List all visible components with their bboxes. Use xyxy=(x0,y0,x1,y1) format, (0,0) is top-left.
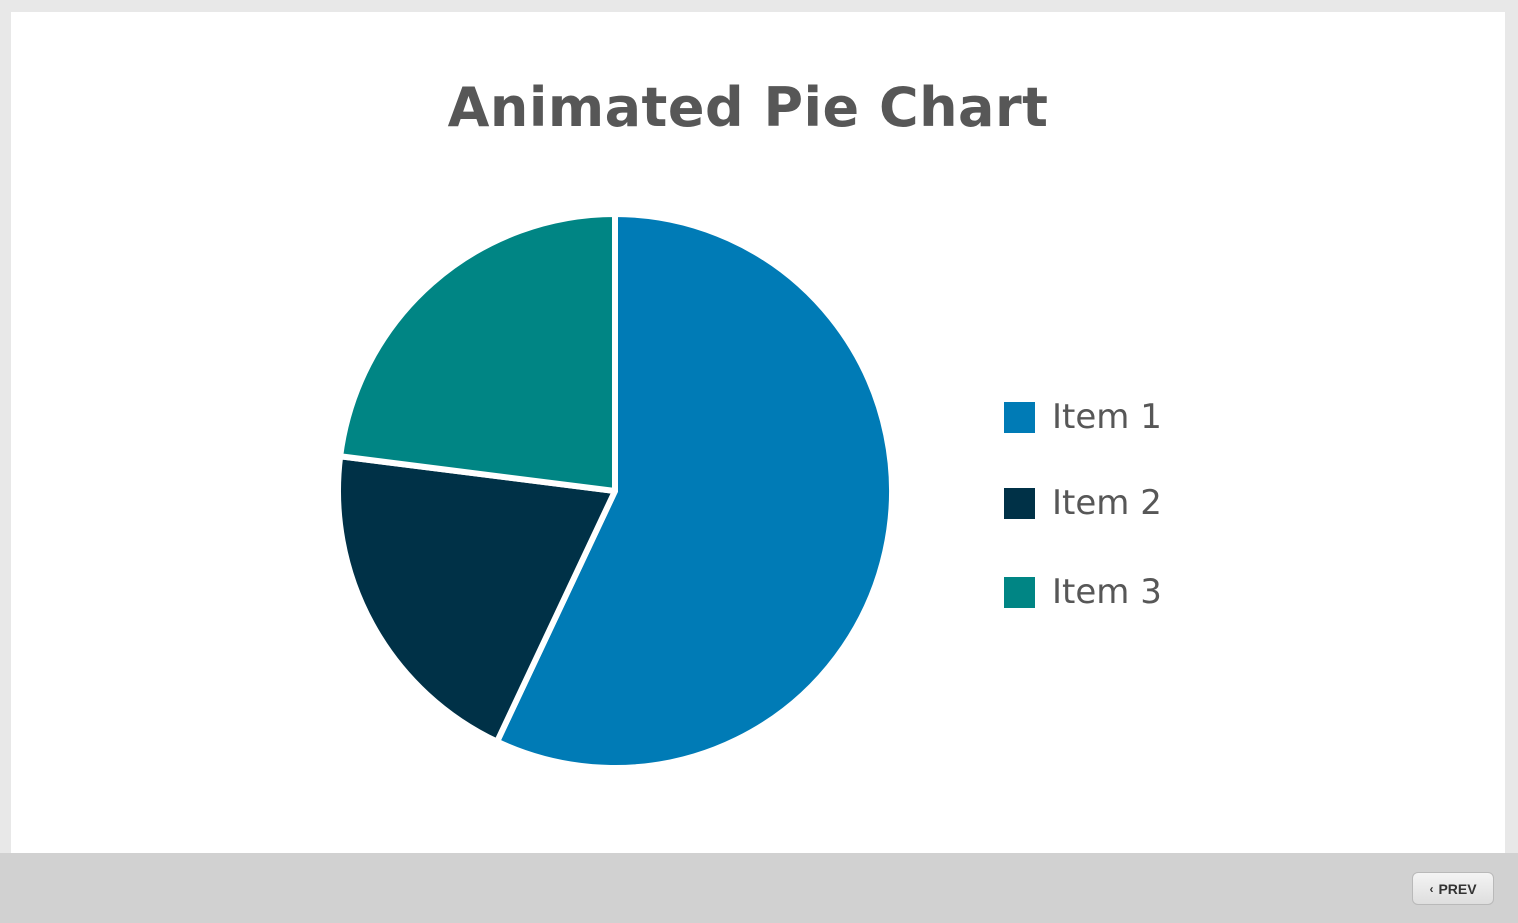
legend-item-2: Item 2 xyxy=(1004,483,1162,523)
legend-label-3: Item 3 xyxy=(1052,572,1162,612)
legend-swatch-1 xyxy=(1004,401,1035,433)
prev-button-label: PREV xyxy=(1438,880,1477,897)
legend-item-1: Item 1 xyxy=(1004,397,1162,437)
legend-swatch-2 xyxy=(1004,487,1035,519)
pie-chart xyxy=(335,211,895,771)
slide-canvas: Item 1 Item 2 Item 3 xyxy=(11,12,1505,853)
prev-button[interactable]: ‹ PREV xyxy=(1412,872,1494,905)
pie-slice-1 xyxy=(494,211,895,771)
pie-slice-3 xyxy=(337,211,618,494)
legend-swatch-3 xyxy=(1004,576,1035,608)
legend-label-2: Item 2 xyxy=(1052,483,1162,523)
legend-label-1: Item 1 xyxy=(1052,397,1162,437)
legend-item-3: Item 3 xyxy=(1004,572,1162,612)
player-footer: ‹ PREV xyxy=(0,853,1518,923)
chart-title: Animated Pie Chart xyxy=(447,76,1049,139)
pie-slice-2 xyxy=(335,453,618,745)
chevron-left-icon: ‹ xyxy=(1429,881,1434,896)
